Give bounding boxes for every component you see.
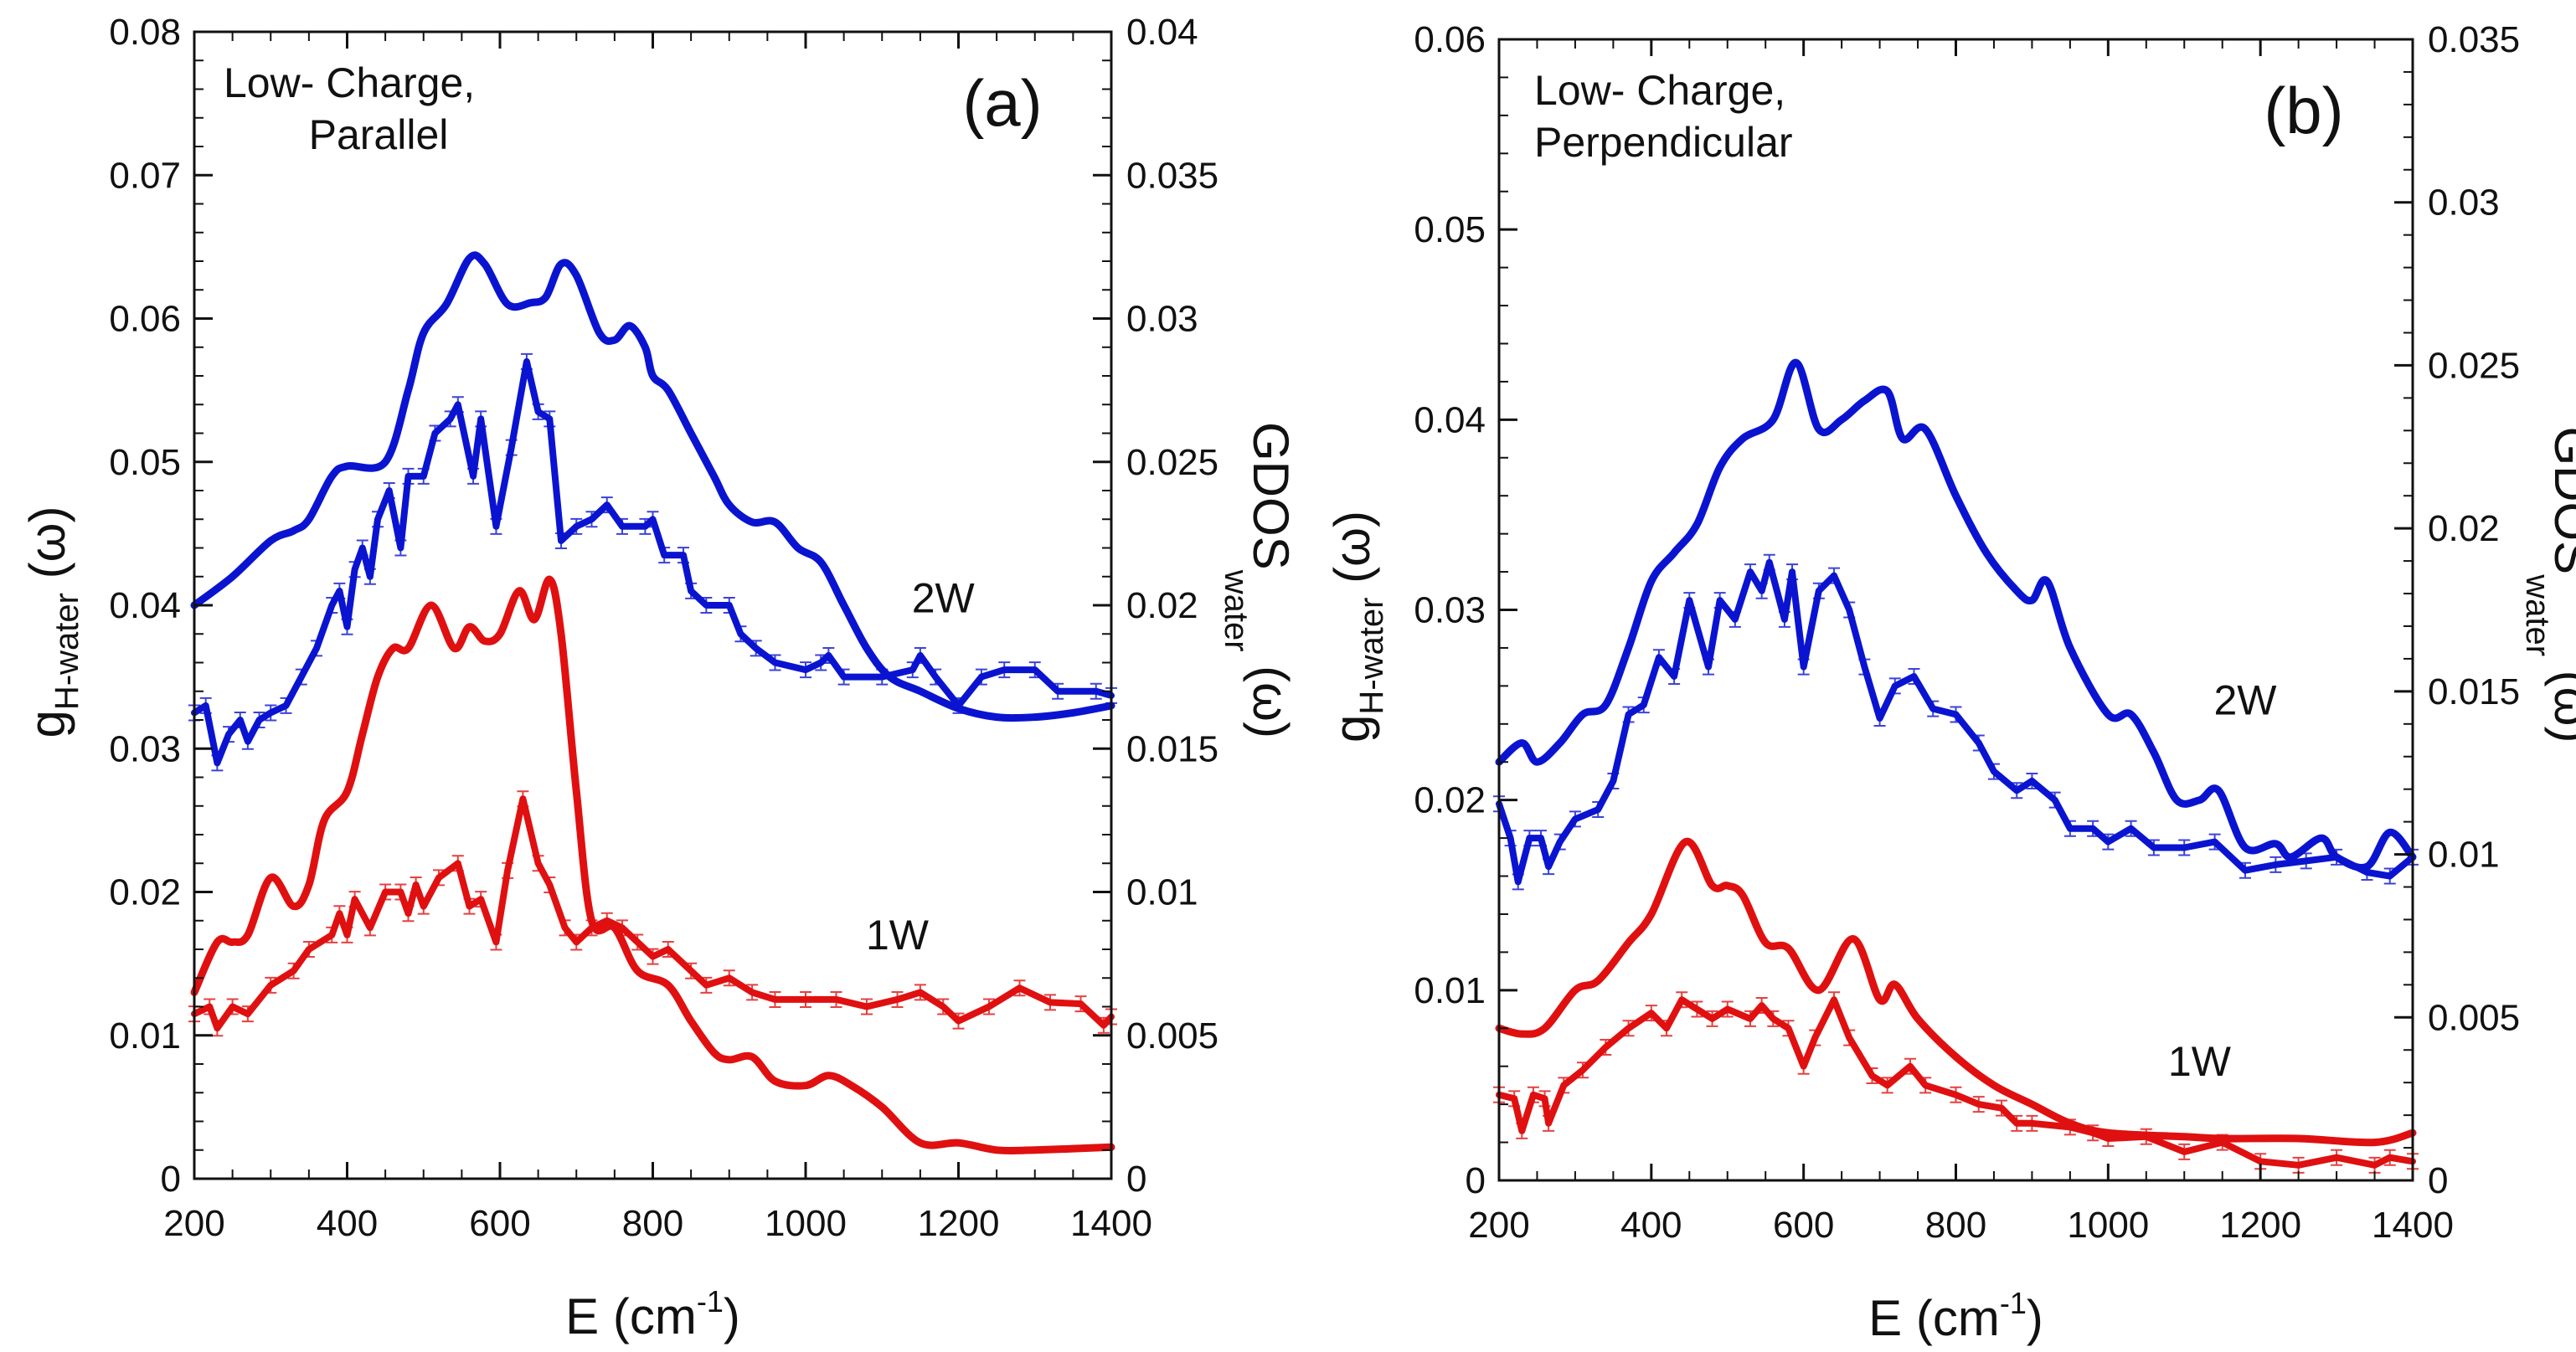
x-tick-label: 600 (469, 1203, 530, 1244)
y2-tick-label: 0.01 (1126, 872, 1198, 913)
y2-tick-label: 0.015 (1126, 728, 1218, 769)
series-line (1495, 358, 2417, 871)
series-2w-g-error-bars- (188, 352, 1117, 772)
y2-axis-title-end: (ω) (1243, 652, 1299, 738)
y-axis-title-subscript: H-water (1353, 598, 1390, 715)
x-tick-label: 200 (1468, 1205, 1529, 1246)
panel-label: (b) (2264, 74, 2343, 147)
y-tick-label: 0.04 (109, 585, 181, 626)
y-tick-label: 0.01 (1414, 970, 1486, 1011)
y2-tick-label: 0.025 (1126, 442, 1218, 483)
y-axis-title-main: g (19, 710, 75, 738)
series-annotation-2w: 2W (912, 575, 976, 622)
series-2w-g-error-bars- (1493, 553, 2419, 891)
y-tick-label: 0.07 (109, 155, 181, 196)
y-axis-title-end: (ω) (1324, 511, 1380, 597)
panel-label: (a) (962, 66, 1042, 140)
y-tick-label: 0.01 (109, 1015, 181, 1056)
y2-tick-label: 0.02 (1126, 585, 1198, 626)
x-tick-label: 1000 (765, 1203, 847, 1244)
y2-axis-title-end: (ω) (2544, 656, 2576, 743)
x-axis-title: E (cm-1) (565, 1284, 740, 1344)
y2-tick-label: 0.035 (2428, 19, 2520, 60)
series-line (190, 575, 1115, 1155)
x-tick-label: 200 (163, 1203, 224, 1244)
y-tick-label: 0.04 (1414, 399, 1486, 440)
y2-tick-label: 0.035 (1126, 155, 1218, 196)
series-1w-g-error-bars- (188, 790, 1117, 1037)
series-annotation-2w: 2W (2213, 676, 2277, 723)
y2-tick-label: 0 (1126, 1159, 1146, 1200)
x-axis-title-end: ) (724, 1288, 740, 1344)
x-tick-label: 400 (1620, 1205, 1682, 1246)
y-tick-label: 0 (1466, 1160, 1486, 1201)
series-line (1496, 558, 2416, 886)
x-axis-title-end: ) (2027, 1290, 2043, 1346)
y2-tick-label: 0 (2428, 1160, 2448, 1201)
y2-axis-title: GDOSwater (ω) (2519, 427, 2576, 743)
y-axis-title: gH-water (ω) (19, 506, 85, 738)
x-tick-label: 600 (1773, 1205, 1834, 1246)
y2-tick-label: 0.005 (1126, 1015, 1218, 1056)
y-tick-label: 0 (161, 1159, 181, 1200)
y2-tick-label: 0.025 (2428, 345, 2520, 386)
y2-axis-title-main: GDOS (2544, 427, 2576, 575)
y2-axis-title-subscript: water (1218, 569, 1255, 652)
panel-title-line: Low- Charge, (1534, 67, 1785, 114)
x-axis-title: E (cm-1) (1868, 1286, 2043, 1346)
y2-tick-label: 0.005 (2428, 997, 2520, 1038)
y-axis-title-subscript: H-water (49, 593, 85, 710)
series-annotation-1w: 1W (2168, 1038, 2232, 1085)
series-annotation-1w: 1W (866, 912, 930, 959)
y-tick-label: 0.08 (109, 12, 181, 53)
y2-tick-label: 0.04 (1126, 12, 1198, 53)
panel-a: 200 400 600 800 1000 1200 140000.010.020.030.0… (19, 12, 1299, 1344)
x-tick-label: 800 (622, 1203, 683, 1244)
y-axis-title-end: (ω) (19, 506, 75, 593)
series-line (1495, 838, 2417, 1147)
plot-frame (1497, 38, 2414, 1182)
y2-tick-label: 0.015 (2428, 671, 2520, 712)
y-tick-label: 0.02 (109, 872, 181, 913)
y2-axis-title-subscript: water (2519, 573, 2556, 656)
y2-axis-title: GDOSwater (ω) (1218, 422, 1299, 738)
y-axis-title: gH-water (ω) (1324, 511, 1390, 743)
x-tick-label: 400 (317, 1203, 378, 1244)
y-axis-title-main: g (1324, 715, 1380, 743)
x-tick-label: 1000 (2067, 1205, 2149, 1246)
x-tick-label: 1400 (1070, 1203, 1152, 1244)
series-2w-gdos-smooth- (1495, 358, 2417, 871)
x-tick-label: 1400 (2372, 1205, 2454, 1246)
y-tick-label: 0.02 (1414, 780, 1486, 821)
series-1w-g-error-bars- (1493, 991, 2419, 1174)
x-tick-label: 800 (1925, 1205, 1986, 1246)
y2-tick-label: 0.03 (1126, 299, 1198, 340)
panel-title-line: Low- Charge, (224, 59, 475, 106)
panel-b: 200 400 600 800 1000 1200 140000.010.020.030.0… (1324, 19, 2576, 1346)
series-line (190, 251, 1115, 722)
y-tick-label: 0.03 (109, 728, 181, 769)
x-axis-title-superscript: -1 (697, 1284, 724, 1319)
y-tick-label: 0.05 (1414, 209, 1486, 250)
y-tick-label: 0.06 (109, 299, 181, 340)
y2-tick-label: 0.01 (2428, 835, 2500, 876)
y2-tick-label: 0.02 (2428, 508, 2500, 549)
series-1w-gdos-smooth- (190, 575, 1115, 1155)
series-line (191, 795, 1115, 1032)
y-tick-label: 0.03 (1414, 590, 1486, 631)
x-axis-title-main: E (cm (565, 1288, 697, 1344)
series-line (191, 357, 1115, 767)
panel-title-line: Perpendicular (1534, 119, 1793, 166)
y2-tick-label: 0.03 (2428, 182, 2500, 224)
x-tick-label: 1200 (918, 1203, 1000, 1244)
panel-title-line: Parallel (309, 111, 449, 158)
series-2w-gdos-smooth- (190, 251, 1115, 722)
x-axis-title-superscript: -1 (2000, 1286, 2027, 1320)
x-axis-title-main: E (cm (1868, 1290, 2000, 1346)
y2-axis-title-main: GDOS (1243, 422, 1299, 570)
x-tick-label: 1200 (2219, 1205, 2301, 1246)
y-tick-label: 0.05 (109, 442, 181, 483)
y-tick-label: 0.06 (1414, 19, 1486, 60)
